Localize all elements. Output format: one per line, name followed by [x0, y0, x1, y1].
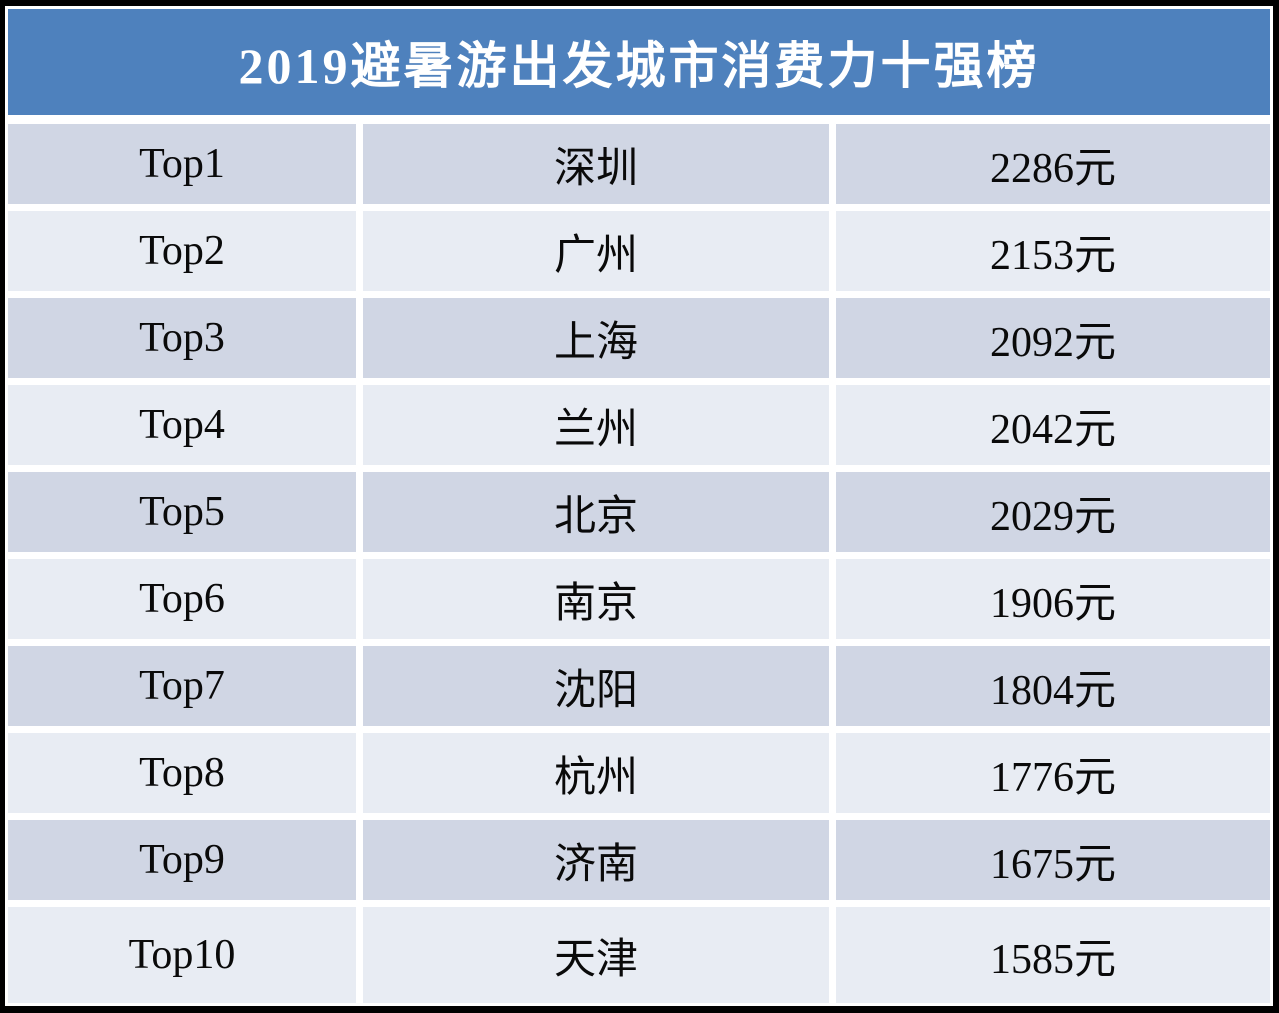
price-cell: 1585元: [836, 907, 1270, 1003]
table-title-bar: 2019避暑游出发城市消费力十强榜: [8, 9, 1270, 115]
city-cell: 兰州: [363, 385, 829, 465]
city-cell: 上海: [363, 298, 829, 378]
city-cell: 南京: [363, 559, 829, 639]
table-row: Top7 沈阳 1804元: [8, 646, 1270, 726]
city-cell: 沈阳: [363, 646, 829, 726]
table-frame: 2019避暑游出发城市消费力十强榜 Top1 深圳 2286元 Top2 广州 …: [5, 6, 1273, 1006]
city-cell: 北京: [363, 472, 829, 552]
price-cell: 2286元: [836, 124, 1270, 204]
rank-cell: Top10: [8, 907, 356, 1003]
price-cell: 2153元: [836, 211, 1270, 291]
rank-cell: Top7: [8, 646, 356, 726]
table-row: Top10 天津 1585元: [8, 907, 1270, 1003]
rank-cell: Top3: [8, 298, 356, 378]
rank-cell: Top2: [8, 211, 356, 291]
price-cell: 1776元: [836, 733, 1270, 813]
rank-cell: Top4: [8, 385, 356, 465]
city-cell: 深圳: [363, 124, 829, 204]
city-cell: 杭州: [363, 733, 829, 813]
rank-cell: Top8: [8, 733, 356, 813]
rank-cell: Top9: [8, 820, 356, 900]
table-row: Top3 上海 2092元: [8, 298, 1270, 378]
price-cell: 1675元: [836, 820, 1270, 900]
price-cell: 2029元: [836, 472, 1270, 552]
table-row: Top1 深圳 2286元: [8, 124, 1270, 204]
table-row: Top6 南京 1906元: [8, 559, 1270, 639]
city-cell: 天津: [363, 907, 829, 1003]
price-cell: 1906元: [836, 559, 1270, 639]
page-title: 2019避暑游出发城市消费力十强榜: [238, 38, 1040, 94]
table-row: Top4 兰州 2042元: [8, 385, 1270, 465]
table-row: Top8 杭州 1776元: [8, 733, 1270, 813]
rank-cell: Top5: [8, 472, 356, 552]
price-cell: 2092元: [836, 298, 1270, 378]
table-row: Top5 北京 2029元: [8, 472, 1270, 552]
table-row: Top9 济南 1675元: [8, 820, 1270, 900]
table-body: Top1 深圳 2286元 Top2 广州 2153元 Top3 上海 2092…: [8, 124, 1270, 1003]
table-row: Top2 广州 2153元: [8, 211, 1270, 291]
price-cell: 2042元: [836, 385, 1270, 465]
rank-cell: Top6: [8, 559, 356, 639]
price-cell: 1804元: [836, 646, 1270, 726]
city-cell: 广州: [363, 211, 829, 291]
rank-cell: Top1: [8, 124, 356, 204]
city-cell: 济南: [363, 820, 829, 900]
